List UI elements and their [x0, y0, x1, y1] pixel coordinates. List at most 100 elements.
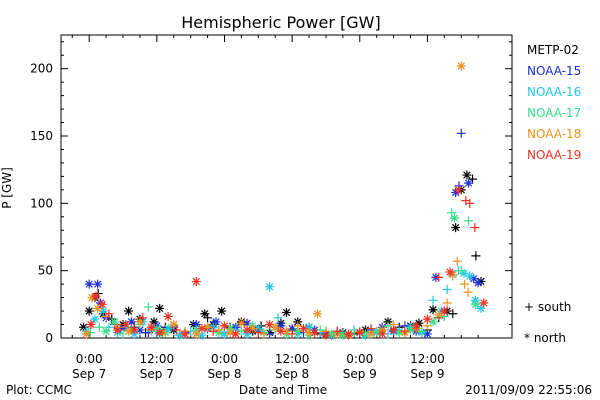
data-point-noaa-15-north — [211, 317, 221, 327]
data-point-noaa-15-south — [456, 128, 466, 138]
data-point-noaa-19-south — [253, 328, 263, 338]
data-point-noaa-17-north — [360, 329, 370, 339]
data-points — [79, 61, 489, 340]
data-point-noaa-19-north — [180, 329, 190, 339]
data-point-noaa-17-south — [94, 322, 104, 332]
data-point-noaa-15-north — [469, 274, 479, 284]
data-point-metp-02-north — [428, 305, 438, 315]
x-tick-date-label: Sep 7 — [72, 367, 106, 381]
x-tick-date-label: Sep 8 — [207, 367, 241, 381]
data-point-noaa-19-north — [355, 328, 365, 338]
x-tick-time-label: 0:00 — [346, 352, 373, 366]
data-point-noaa-17-north — [449, 213, 459, 223]
data-point-noaa-18-north — [81, 329, 91, 339]
data-point-noaa-19-north — [197, 324, 207, 334]
data-point-noaa-19-north — [163, 311, 173, 321]
data-point-noaa-15-north — [84, 279, 94, 289]
data-point-metp-02-north — [451, 223, 461, 233]
legend-item-noaa-16: NOAA-16 — [527, 85, 581, 99]
data-point-noaa-19-north — [121, 320, 131, 330]
x-tick-date-label: Sep 9 — [343, 367, 377, 381]
x-tick-time-label: 12:00 — [140, 352, 175, 366]
data-point-noaa-17-south — [143, 302, 153, 312]
data-point-noaa-18-north — [135, 317, 145, 327]
data-point-noaa-15-north — [276, 321, 286, 331]
data-point-noaa-19-north — [298, 324, 308, 334]
legend-item-noaa-15: NOAA-15 — [527, 64, 581, 78]
data-point-noaa-18-north — [313, 309, 323, 319]
data-point-metp-02-north — [155, 303, 165, 313]
data-point-noaa-19-south — [332, 326, 342, 336]
data-point-noaa-19-south — [104, 309, 114, 319]
data-point-noaa-15-north — [93, 279, 103, 289]
data-point-noaa-19-north — [453, 185, 463, 195]
data-point-noaa-19-north — [344, 329, 354, 339]
data-point-noaa-16-north — [265, 282, 275, 292]
data-point-noaa-16-north — [98, 306, 108, 316]
data-point-noaa-16-north — [163, 324, 173, 334]
data-point-noaa-15-north — [287, 324, 297, 334]
legend-item-metp-02: METP-02 — [527, 43, 579, 57]
data-point-noaa-18-north — [366, 329, 376, 339]
data-point-noaa-18-south — [460, 279, 470, 289]
data-point-noaa-19-north — [439, 306, 449, 316]
legend-item-noaa-17: NOAA-17 — [527, 106, 581, 120]
plot-timestamp: 2011/09/09 22:55:06 — [465, 383, 592, 397]
data-point-noaa-17-north — [110, 317, 120, 327]
data-point-noaa-15-north — [118, 324, 128, 334]
data-point-noaa-19-north — [231, 329, 241, 339]
data-point-metp-02-north — [79, 322, 89, 332]
data-point-noaa-19-north — [129, 325, 139, 335]
x-tick-date-label: Sep 8 — [275, 367, 309, 381]
data-point-noaa-16-north — [90, 314, 100, 324]
chart-title: Hemispheric Power [GW] — [181, 13, 380, 32]
y-axis-label: P [GW] — [0, 167, 14, 209]
data-point-noaa-16-north — [465, 271, 475, 281]
data-point-noaa-18-north — [124, 326, 134, 336]
data-point-noaa-19-north — [91, 291, 101, 301]
data-point-noaa-19-north — [86, 320, 96, 330]
data-point-noaa-18-south — [214, 325, 224, 335]
data-point-noaa-19-north — [265, 320, 275, 330]
data-point-metp-02-north — [149, 317, 159, 327]
x-tick-date-label: Sep 7 — [140, 367, 174, 381]
y-tick-label: 200 — [30, 62, 53, 76]
data-point-noaa-16-north — [459, 268, 469, 278]
data-point-noaa-15-north — [191, 320, 201, 330]
data-point-noaa-18-south — [259, 329, 269, 339]
legend-south-marker: + south — [524, 300, 571, 314]
data-point-noaa-17-north — [327, 329, 337, 339]
data-point-noaa-17-north — [338, 330, 348, 340]
data-point-noaa-18-north — [434, 310, 444, 320]
data-point-noaa-17-south — [383, 321, 393, 331]
legend-item-noaa-18: NOAA-18 — [527, 127, 581, 141]
data-point-metp-02-north — [462, 170, 472, 180]
y-tick-label: 150 — [30, 129, 53, 143]
data-point-noaa-19-north — [411, 321, 421, 331]
data-point-noaa-17-north — [372, 326, 382, 336]
y-tick-label: 50 — [38, 264, 53, 278]
data-point-noaa-19-south — [470, 223, 480, 233]
data-point-noaa-17-north — [470, 299, 480, 309]
data-point-noaa-18-north — [282, 326, 291, 336]
data-point-noaa-19-north — [422, 314, 432, 324]
data-point-noaa-18-south — [452, 256, 462, 266]
data-point-noaa-17-north — [152, 324, 162, 334]
data-point-noaa-19-north — [112, 325, 122, 335]
data-point-noaa-15-north — [242, 318, 252, 328]
y-axis: 0 50 100 150 200 — [30, 41, 512, 345]
data-point-noaa-16-north — [304, 322, 314, 332]
data-point-noaa-17-north — [101, 326, 111, 336]
data-point-noaa-15-north — [422, 329, 432, 339]
data-point-noaa-18-north — [304, 328, 314, 338]
data-point-noaa-17-north — [428, 317, 438, 327]
data-point-noaa-17-north — [394, 328, 404, 338]
data-point-noaa-19-north — [242, 325, 252, 335]
data-point-noaa-15-north — [473, 278, 483, 288]
data-point-noaa-19-south — [366, 324, 376, 334]
data-point-noaa-19-north — [321, 330, 331, 340]
data-point-noaa-19-south — [172, 325, 182, 335]
data-point-noaa-18-north — [248, 324, 258, 334]
